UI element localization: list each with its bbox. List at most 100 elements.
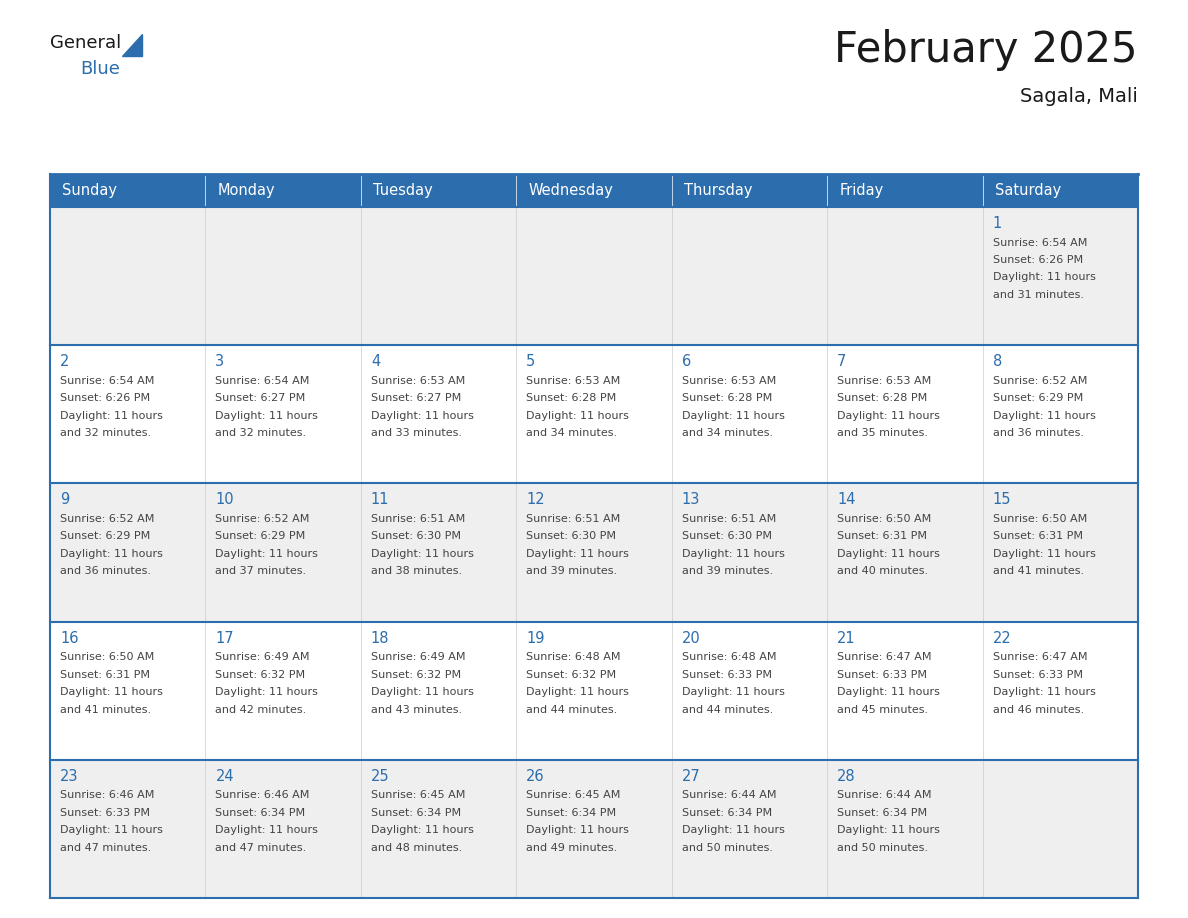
Text: and 36 minutes.: and 36 minutes.	[61, 566, 151, 577]
Text: Sunset: 6:34 PM: Sunset: 6:34 PM	[682, 808, 772, 818]
Text: 4: 4	[371, 354, 380, 369]
Text: Sunset: 6:28 PM: Sunset: 6:28 PM	[526, 393, 617, 403]
Bar	[827, 345, 982, 484]
Text: Sunset: 6:28 PM: Sunset: 6:28 PM	[682, 393, 772, 403]
Text: and 34 minutes.: and 34 minutes.	[682, 428, 773, 438]
Text: and 38 minutes.: and 38 minutes.	[371, 566, 462, 577]
Text: and 33 minutes.: and 33 minutes.	[371, 428, 462, 438]
Bar	[827, 207, 982, 345]
Bar	[361, 760, 517, 898]
Text: 2: 2	[61, 354, 69, 369]
Text: General: General	[50, 34, 121, 52]
Text: and 39 minutes.: and 39 minutes.	[682, 566, 773, 577]
Text: 1: 1	[992, 216, 1001, 231]
Text: 8: 8	[992, 354, 1001, 369]
Text: Sunrise: 6:54 AM: Sunrise: 6:54 AM	[61, 375, 154, 386]
Text: Sunset: 6:27 PM: Sunset: 6:27 PM	[371, 393, 461, 403]
Text: and 42 minutes.: and 42 minutes.	[215, 705, 307, 714]
Bar	[982, 621, 1138, 760]
Text: Tuesday: Tuesday	[373, 183, 432, 198]
Bar	[50, 621, 206, 760]
Text: 19: 19	[526, 631, 545, 645]
Text: Sunset: 6:33 PM: Sunset: 6:33 PM	[992, 669, 1082, 679]
Text: Daylight: 11 hours: Daylight: 11 hours	[61, 410, 163, 420]
Text: Daylight: 11 hours: Daylight: 11 hours	[526, 410, 630, 420]
Text: Daylight: 11 hours: Daylight: 11 hours	[215, 549, 318, 559]
Text: Sunset: 6:30 PM: Sunset: 6:30 PM	[526, 532, 617, 542]
Text: Daylight: 11 hours: Daylight: 11 hours	[371, 549, 474, 559]
Text: Sunset: 6:26 PM: Sunset: 6:26 PM	[992, 255, 1082, 265]
Text: 15: 15	[992, 492, 1011, 508]
Text: Sunrise: 6:54 AM: Sunrise: 6:54 AM	[992, 238, 1087, 248]
Text: Sunrise: 6:53 AM: Sunrise: 6:53 AM	[838, 375, 931, 386]
Text: and 48 minutes.: and 48 minutes.	[371, 843, 462, 853]
Text: Daylight: 11 hours: Daylight: 11 hours	[838, 410, 940, 420]
Bar	[517, 207, 671, 345]
Text: 12: 12	[526, 492, 545, 508]
Text: Sunset: 6:29 PM: Sunset: 6:29 PM	[61, 532, 150, 542]
Text: Daylight: 11 hours: Daylight: 11 hours	[682, 825, 784, 835]
Text: 24: 24	[215, 768, 234, 784]
Text: Daylight: 11 hours: Daylight: 11 hours	[992, 273, 1095, 283]
Text: 27: 27	[682, 768, 701, 784]
Bar	[361, 484, 517, 621]
Bar	[206, 484, 361, 621]
Text: 17: 17	[215, 631, 234, 645]
Bar	[50, 484, 206, 621]
Text: 14: 14	[838, 492, 855, 508]
Bar	[517, 760, 671, 898]
Bar	[827, 760, 982, 898]
Text: Sunrise: 6:53 AM: Sunrise: 6:53 AM	[371, 375, 466, 386]
Text: 10: 10	[215, 492, 234, 508]
Text: 5: 5	[526, 354, 536, 369]
Text: 18: 18	[371, 631, 390, 645]
Bar	[50, 760, 206, 898]
Bar	[982, 484, 1138, 621]
Text: and 41 minutes.: and 41 minutes.	[61, 705, 151, 714]
Bar	[671, 484, 827, 621]
Bar	[50, 174, 1138, 207]
Bar	[671, 760, 827, 898]
Text: Sunrise: 6:49 AM: Sunrise: 6:49 AM	[371, 652, 466, 662]
Bar	[50, 345, 206, 484]
Text: Sunset: 6:30 PM: Sunset: 6:30 PM	[682, 532, 772, 542]
Text: 3: 3	[215, 354, 225, 369]
Text: Sunrise: 6:50 AM: Sunrise: 6:50 AM	[61, 652, 154, 662]
Text: Sunrise: 6:46 AM: Sunrise: 6:46 AM	[215, 790, 310, 800]
Text: Sunrise: 6:50 AM: Sunrise: 6:50 AM	[992, 514, 1087, 524]
Text: Sunset: 6:31 PM: Sunset: 6:31 PM	[838, 532, 927, 542]
Text: Sunrise: 6:47 AM: Sunrise: 6:47 AM	[992, 652, 1087, 662]
Text: Sunrise: 6:52 AM: Sunrise: 6:52 AM	[215, 514, 310, 524]
Bar	[982, 345, 1138, 484]
Text: Monday: Monday	[217, 183, 276, 198]
Bar	[361, 207, 517, 345]
Bar	[50, 207, 206, 345]
Text: Sunrise: 6:47 AM: Sunrise: 6:47 AM	[838, 652, 931, 662]
Text: 7: 7	[838, 354, 847, 369]
Text: and 50 minutes.: and 50 minutes.	[838, 843, 928, 853]
Text: 9: 9	[61, 492, 69, 508]
Text: Daylight: 11 hours: Daylight: 11 hours	[992, 410, 1095, 420]
Text: Sunset: 6:28 PM: Sunset: 6:28 PM	[838, 393, 928, 403]
Text: and 39 minutes.: and 39 minutes.	[526, 566, 618, 577]
Text: Sunset: 6:29 PM: Sunset: 6:29 PM	[992, 393, 1082, 403]
Text: Daylight: 11 hours: Daylight: 11 hours	[838, 825, 940, 835]
Text: Sunrise: 6:52 AM: Sunrise: 6:52 AM	[992, 375, 1087, 386]
Text: 16: 16	[61, 631, 78, 645]
Bar	[671, 207, 827, 345]
Bar	[982, 760, 1138, 898]
Text: Sunrise: 6:50 AM: Sunrise: 6:50 AM	[838, 514, 931, 524]
Text: Sunrise: 6:51 AM: Sunrise: 6:51 AM	[526, 514, 620, 524]
Text: Sunset: 6:31 PM: Sunset: 6:31 PM	[61, 669, 150, 679]
Text: Blue: Blue	[80, 60, 120, 78]
Bar	[671, 621, 827, 760]
Text: Sunset: 6:34 PM: Sunset: 6:34 PM	[215, 808, 305, 818]
Bar	[206, 345, 361, 484]
Text: Sunrise: 6:51 AM: Sunrise: 6:51 AM	[682, 514, 776, 524]
Text: Daylight: 11 hours: Daylight: 11 hours	[371, 410, 474, 420]
Text: Sunrise: 6:53 AM: Sunrise: 6:53 AM	[526, 375, 620, 386]
Text: Daylight: 11 hours: Daylight: 11 hours	[682, 687, 784, 697]
Text: 25: 25	[371, 768, 390, 784]
Text: Saturday: Saturday	[994, 183, 1061, 198]
Text: and 44 minutes.: and 44 minutes.	[526, 705, 618, 714]
